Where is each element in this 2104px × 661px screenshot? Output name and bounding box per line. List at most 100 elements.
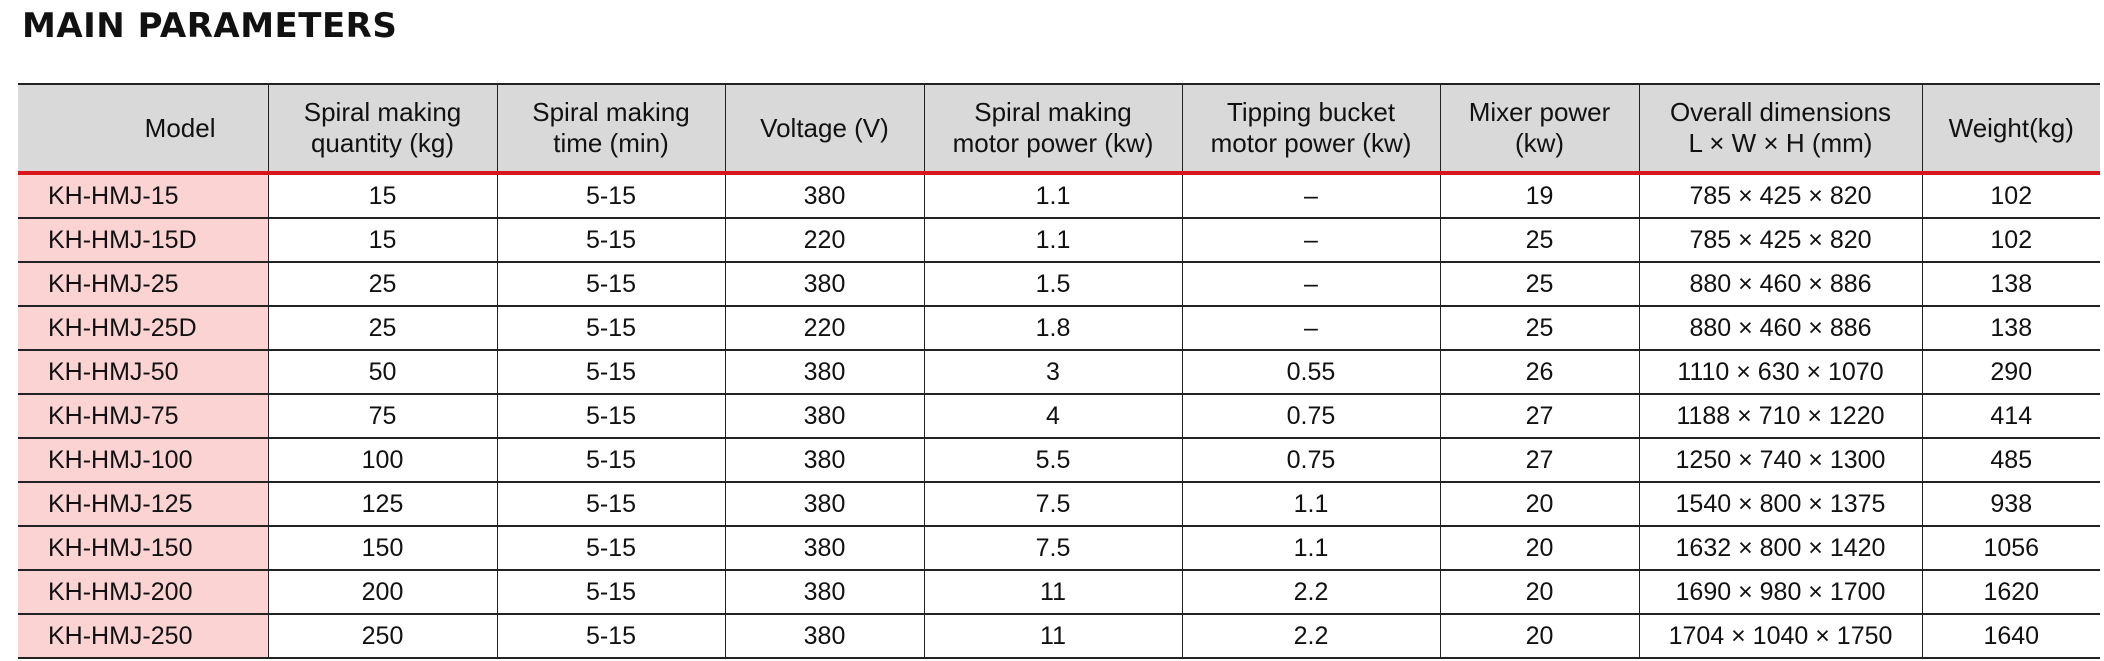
table-row: KH-HMJ-25 25 5-15 380 1.5–25 880 × 460 × 886 1… <box>18 262 2100 307</box>
weight-cell: 290 <box>1922 350 2100 395</box>
table-row: KH-HMJ-15D 15 5-15 220 1.1–25 785 × 425 × 820… <box>18 218 2100 263</box>
voltage-cell: 380 <box>725 526 925 571</box>
voltage-cell: 380 <box>725 570 925 615</box>
model-cell: KH-HMJ-125 <box>18 482 269 527</box>
quantity-cell: 25 <box>268 306 498 351</box>
table-row: KH-HMJ-75 75 5-15 380 4 0.75 27 1188 × 710 × 12… <box>18 394 2100 439</box>
model-cell: KH-HMJ-200 <box>18 570 269 615</box>
model-cell: KH-HMJ-100 <box>18 438 269 483</box>
table-row: KH-HMJ-25D 25 5-15 220 1.8–25 880 × 460 × 886… <box>18 306 2100 351</box>
weight-cell: 102 <box>1922 173 2100 219</box>
table-header-row: Model Spiral making quantity (kg) Spiral … <box>18 83 2100 175</box>
model-cell: KH-HMJ-25D <box>18 306 269 351</box>
time-cell: 5-15 <box>497 614 726 659</box>
tipping-motor-power-cell: 2.2 <box>1182 614 1441 659</box>
spiral-motor-power-cell: 4 <box>924 394 1183 439</box>
mixer-power-cell: 19 <box>1440 173 1640 219</box>
dimensions-cell: 880 × 460 × 886 <box>1639 306 1923 351</box>
quantity-cell: 200 <box>268 570 498 615</box>
dimensions-cell: 785 × 425 × 820 <box>1639 218 1923 263</box>
dimensions-cell: 1110 × 630 × 1070 <box>1639 350 1923 395</box>
voltage-cell: 380 <box>725 614 925 659</box>
dimensions-cell: 1250 × 740 × 1300 <box>1639 438 1923 483</box>
time-cell: 5-15 <box>497 394 726 439</box>
spiral-motor-power-cell: 11 <box>924 570 1183 615</box>
mixer-power-cell: 27 <box>1440 438 1640 483</box>
quantity-cell: 250 <box>268 614 498 659</box>
column-header-tipping-motor-power: Tipping bucket motor power (kw) <box>1182 83 1441 175</box>
table-row: KH-HMJ-50 50 5-15 380 3 0.55 26 1110 × 630 × 10… <box>18 350 2100 395</box>
parameters-table: Model Spiral making quantity (kg) Spiral … <box>18 83 2100 659</box>
model-cell: KH-HMJ-50 <box>18 350 269 395</box>
model-cell: KH-HMJ-15 <box>18 173 269 219</box>
mixer-power-cell: 26 <box>1440 350 1640 395</box>
column-header-mixer-power: Mixer power (kw) <box>1440 83 1640 175</box>
spiral-motor-power-cell: 5.5 <box>924 438 1183 483</box>
voltage-cell: 380 <box>725 350 925 395</box>
column-header-spiral-motor-power: Spiral making motor power (kw) <box>924 83 1183 175</box>
tipping-motor-power-cell: – <box>1182 218 1441 263</box>
voltage-cell: 380 <box>725 262 925 307</box>
mixer-power-cell: 20 <box>1440 614 1640 659</box>
model-cell: KH-HMJ-150 <box>18 526 269 571</box>
mixer-power-cell: 25 <box>1440 306 1640 351</box>
table-row: KH-HMJ-125 125 5-15 380 7.5 1.1 20 1540 × 800 ×… <box>18 482 2100 527</box>
dimensions-cell: 1540 × 800 × 1375 <box>1639 482 1923 527</box>
column-header-spiral-quantity: Spiral making quantity (kg) <box>268 83 498 175</box>
time-cell: 5-15 <box>497 350 726 395</box>
time-cell: 5-15 <box>497 306 726 351</box>
table-row: KH-HMJ-200 200 5-15 380 11 2.2 20 1690 × 980 × … <box>18 570 2100 615</box>
mixer-power-cell: 25 <box>1440 218 1640 263</box>
column-header-spiral-time: Spiral making time (min) <box>497 83 726 175</box>
table-body: KH-HMJ-15 15 5-15 380 1.1–19 785 × 425 × 820 1… <box>18 173 2100 659</box>
spiral-motor-power-cell: 11 <box>924 614 1183 659</box>
quantity-cell: 25 <box>268 262 498 307</box>
weight-cell: 414 <box>1922 394 2100 439</box>
dimensions-cell: 1188 × 710 × 1220 <box>1639 394 1923 439</box>
dimensions-cell: 1690 × 980 × 1700 <box>1639 570 1923 615</box>
table-row: KH-HMJ-15 15 5-15 380 1.1–19 785 × 425 × 820 1… <box>18 173 2100 219</box>
spiral-motor-power-cell: 7.5 <box>924 526 1183 571</box>
model-cell: KH-HMJ-15D <box>18 218 269 263</box>
spiral-motor-power-cell: 3 <box>924 350 1183 395</box>
table-row: KH-HMJ-250 250 5-15 380 11 2.2 20 1704 × 1040 ×… <box>18 614 2100 659</box>
tipping-motor-power-cell: 1.1 <box>1182 482 1441 527</box>
time-cell: 5-15 <box>497 262 726 307</box>
column-header-model: Model <box>18 83 269 175</box>
model-cell: KH-HMJ-75 <box>18 394 269 439</box>
time-cell: 5-15 <box>497 438 726 483</box>
model-cell: KH-HMJ-25 <box>18 262 269 307</box>
tipping-motor-power-cell: 1.1 <box>1182 526 1441 571</box>
weight-cell: 1640 <box>1922 614 2100 659</box>
tipping-motor-power-cell: – <box>1182 173 1441 219</box>
weight-cell: 1620 <box>1922 570 2100 615</box>
spiral-motor-power-cell: 1.1 <box>924 173 1183 219</box>
dimensions-cell: 1632 × 800 × 1420 <box>1639 526 1923 571</box>
weight-cell: 102 <box>1922 218 2100 263</box>
time-cell: 5-15 <box>497 482 726 527</box>
quantity-cell: 50 <box>268 350 498 395</box>
mixer-power-cell: 25 <box>1440 262 1640 307</box>
time-cell: 5-15 <box>497 526 726 571</box>
mixer-power-cell: 20 <box>1440 526 1640 571</box>
voltage-cell: 380 <box>725 482 925 527</box>
voltage-cell: 220 <box>725 218 925 263</box>
voltage-cell: 380 <box>725 438 925 483</box>
weight-cell: 138 <box>1922 262 2100 307</box>
time-cell: 5-15 <box>497 173 726 219</box>
voltage-cell: 380 <box>725 173 925 219</box>
time-cell: 5-15 <box>497 570 726 615</box>
weight-cell: 138 <box>1922 306 2100 351</box>
tipping-motor-power-cell: – <box>1182 262 1441 307</box>
weight-cell: 485 <box>1922 438 2100 483</box>
table-row: KH-HMJ-100 100 5-15 380 5.5 0.75 27 1250 × 740 … <box>18 438 2100 483</box>
dimensions-cell: 785 × 425 × 820 <box>1639 173 1923 219</box>
column-header-voltage: Voltage (V) <box>725 83 925 175</box>
model-cell: KH-HMJ-250 <box>18 614 269 659</box>
quantity-cell: 75 <box>268 394 498 439</box>
mixer-power-cell: 20 <box>1440 570 1640 615</box>
tipping-motor-power-cell: 0.75 <box>1182 438 1441 483</box>
weight-cell: 1056 <box>1922 526 2100 571</box>
column-header-overall-dimensions: Overall dimensions L × W × H (mm) <box>1639 83 1923 175</box>
page-title: MAIN PARAMETERS <box>22 6 398 46</box>
